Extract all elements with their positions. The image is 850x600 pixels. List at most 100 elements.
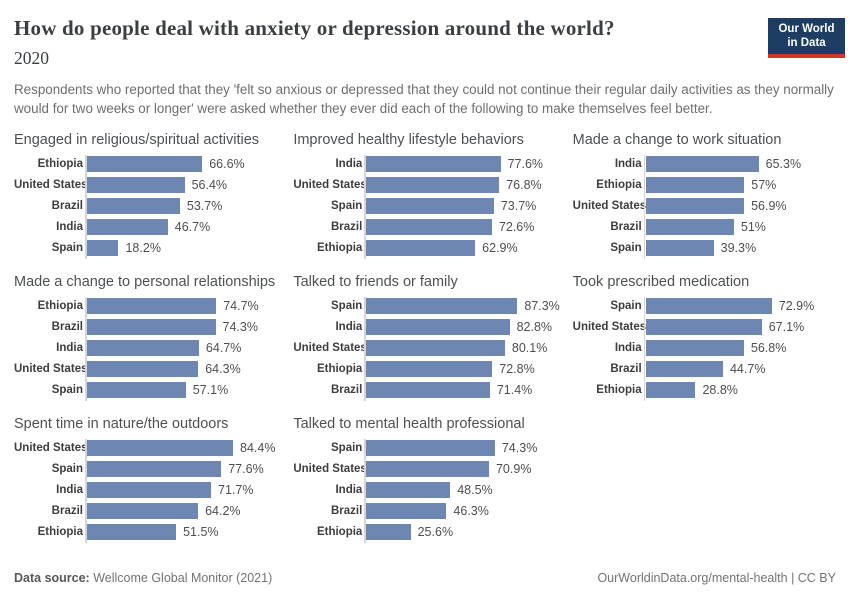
value-label: 71.4% <box>496 382 533 397</box>
bar-track: 44.7% <box>645 360 819 377</box>
bar-row: Ethiopia 66.6% <box>14 155 277 172</box>
owid-logo[interactable]: Our World in Data <box>768 18 845 58</box>
bar-track: 67.1% <box>645 318 819 335</box>
bar-row: Ethiopia 74.7% <box>14 297 277 314</box>
country-label: Brazil <box>51 504 83 517</box>
value-label: 66.6% <box>209 156 245 171</box>
bar[interactable] <box>366 381 490 398</box>
value-label: 73.7% <box>500 198 537 213</box>
bar[interactable] <box>366 239 476 256</box>
country-label: United States <box>14 178 88 191</box>
country-label: Ethiopia <box>316 241 363 254</box>
bar[interactable] <box>366 155 501 172</box>
bar[interactable] <box>366 318 510 335</box>
bar[interactable] <box>87 176 185 193</box>
bar-track: 25.6% <box>366 523 539 540</box>
value-label: 65.3% <box>765 156 802 171</box>
chart-body: Ethiopia 74.7% Brazil 74.3% India 64.7% United… <box>14 296 277 401</box>
bar[interactable] <box>366 460 489 477</box>
bar[interactable] <box>366 218 492 235</box>
chart-body: Spain 74.3% United States 70.9% India 48.5% Br… <box>293 438 556 543</box>
chart-body: United States 84.4% Spain 77.6% India 71.7% Br… <box>14 438 277 543</box>
bar[interactable] <box>645 381 696 398</box>
value-label: 84.4% <box>240 440 276 455</box>
bar-row: India 48.5% <box>293 481 556 498</box>
country-label: Spain <box>331 441 363 454</box>
bar[interactable] <box>645 339 744 356</box>
bar-row: Spain 87.3% <box>293 297 560 314</box>
bar[interactable] <box>645 197 745 214</box>
bar[interactable] <box>87 523 177 540</box>
bar[interactable] <box>87 197 180 214</box>
value-label: 71.7% <box>218 482 254 497</box>
bar[interactable] <box>366 197 494 214</box>
bar-row: India 64.7% <box>14 339 277 356</box>
bar[interactable] <box>87 339 199 356</box>
value-label: 51% <box>740 219 766 234</box>
bar[interactable] <box>645 297 772 314</box>
bar[interactable] <box>366 360 493 377</box>
bar[interactable] <box>366 523 411 540</box>
bar[interactable] <box>645 176 745 193</box>
bar[interactable] <box>87 481 212 498</box>
y-axis-line <box>643 154 646 259</box>
bar-track: 77.6% <box>366 155 543 172</box>
bar[interactable] <box>366 439 495 456</box>
bar-track: 56.8% <box>645 339 819 356</box>
value-label: 77.6% <box>507 156 544 171</box>
bar-row: Brazil 53.7% <box>14 197 277 214</box>
value-label: 74.7% <box>223 298 259 313</box>
bar-track: 82.8% <box>366 318 552 335</box>
bar[interactable] <box>645 218 734 235</box>
value-label: 70.9% <box>495 461 532 476</box>
bar[interactable] <box>87 297 217 314</box>
country-label: Spain <box>51 383 83 396</box>
country-label: Ethiopia <box>596 178 642 191</box>
country-label: United States <box>14 441 88 454</box>
value-label: 74.3% <box>501 440 538 455</box>
bar[interactable] <box>366 297 518 314</box>
bar[interactable] <box>87 239 119 256</box>
bar[interactable] <box>87 218 168 235</box>
bar[interactable] <box>645 360 723 377</box>
bar-track: 84.4% <box>87 439 275 456</box>
small-multiple-chart: Engaged in religious/spiritual activitie… <box>14 132 277 259</box>
bar[interactable] <box>87 502 199 519</box>
bar[interactable] <box>87 439 233 456</box>
bar-row: Spain 77.6% <box>14 460 277 477</box>
bar[interactable] <box>645 239 714 256</box>
small-multiple-chart: Made a change to work situation India 65.3… <box>572 131 836 259</box>
y-axis-line <box>85 154 87 259</box>
bar[interactable] <box>87 381 186 398</box>
bar[interactable] <box>87 155 203 172</box>
chart-title: Made a change to work situation <box>572 131 782 148</box>
value-label: 44.7% <box>729 361 766 376</box>
country-label: United States <box>572 199 647 212</box>
value-label: 82.8% <box>516 319 553 334</box>
value-label: 62.9% <box>482 240 518 255</box>
bar[interactable] <box>87 318 216 335</box>
chart-subtitle: Respondents who reported that they 'felt… <box>14 82 834 117</box>
value-label: 80.1% <box>511 340 548 355</box>
country-label: India <box>614 157 642 170</box>
bar[interactable] <box>366 502 447 519</box>
value-label: 57% <box>751 177 777 192</box>
owid-logo-line2: in Data <box>787 37 826 50</box>
bar[interactable] <box>87 460 222 477</box>
country-label: Ethiopia <box>596 383 642 396</box>
bar[interactable] <box>645 155 759 172</box>
value-label: 72.9% <box>778 298 815 313</box>
bar-row: United States 67.1% <box>573 318 836 335</box>
data-source-label: Data source: <box>14 571 90 585</box>
bar[interactable] <box>366 481 451 498</box>
bar[interactable] <box>366 339 505 356</box>
value-label: 64.3% <box>205 361 241 376</box>
value-label: 25.6% <box>417 524 454 539</box>
y-axis-line <box>85 296 87 401</box>
bar-row: Brazil 46.3% <box>293 502 556 519</box>
bar[interactable] <box>645 318 762 335</box>
bar[interactable] <box>366 176 500 193</box>
bar[interactable] <box>87 360 199 377</box>
bar-row: Spain 39.3% <box>573 239 836 256</box>
country-label: Spain <box>51 241 83 254</box>
